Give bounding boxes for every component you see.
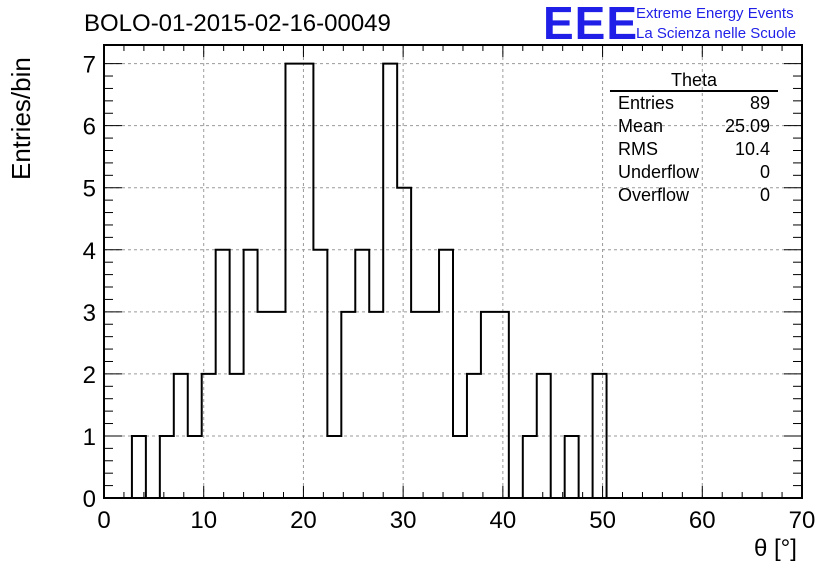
stats-label: Mean: [618, 116, 664, 136]
stats-row-entries: Entries 89: [610, 92, 778, 115]
stats-label: Overflow: [618, 185, 690, 205]
stats-label: RMS: [618, 139, 658, 159]
stats-value: 25.09: [724, 116, 770, 136]
x-tick-label: 30: [390, 507, 417, 534]
y-tick-label: 5: [83, 176, 96, 203]
y-tick-label: 1: [83, 424, 96, 451]
x-tick-label: 20: [290, 507, 317, 534]
chart-title: BOLO-01-2015-02-16-00049: [84, 10, 391, 37]
x-tick-label: 40: [490, 507, 517, 534]
stats-row-overflow: Overflow 0: [610, 184, 778, 207]
stats-label: Underflow: [618, 162, 700, 182]
logo-line-1: Extreme Energy Events: [636, 5, 794, 22]
stats-row-mean: Mean 25.09: [610, 115, 778, 138]
x-tick-label: 70: [789, 507, 816, 534]
stats-value: 10.4: [734, 139, 770, 159]
y-tick-label: 2: [83, 362, 96, 389]
stats-value: 0: [759, 185, 770, 205]
x-tick-label: 50: [589, 507, 616, 534]
y-axis-label: Entries/bin: [6, 57, 36, 180]
stats-label: Entries: [618, 93, 675, 113]
x-axis-label: θ [°]: [754, 535, 797, 562]
x-tick-label: 0: [97, 507, 110, 534]
y-tick-label: 4: [83, 238, 96, 265]
y-tick-label: 0: [83, 486, 96, 513]
x-tick-label: 60: [689, 507, 716, 534]
stats-value: 89: [749, 93, 770, 113]
x-tick-label: 10: [190, 507, 217, 534]
stats-row-rms: RMS 10.4: [610, 138, 778, 161]
logo-caption: Extreme Energy Events La Scienza nelle S…: [636, 4, 796, 44]
eee-logo: EEE: [543, 0, 639, 49]
stats-value: 0: [759, 162, 770, 182]
plot-frame: [103, 44, 803, 499]
y-tick-label: 7: [83, 52, 96, 79]
stats-row-underflow: Underflow 0: [610, 161, 778, 184]
y-tick-label: 6: [83, 114, 96, 141]
stats-box: Theta Entries 89 Mean 25.09 RMS 10.4 Underflow…: [610, 70, 778, 207]
stats-title: Theta: [610, 70, 778, 92]
y-tick-label: 3: [83, 300, 96, 327]
logo-line-2: La Scienza nelle Scuole: [636, 25, 797, 42]
